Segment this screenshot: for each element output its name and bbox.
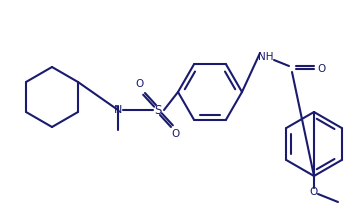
Text: O: O — [172, 129, 180, 139]
Text: O: O — [317, 64, 325, 74]
Text: O: O — [135, 79, 143, 89]
Text: N: N — [114, 105, 122, 115]
Text: NH: NH — [258, 52, 274, 62]
Text: O: O — [310, 187, 318, 197]
Text: S: S — [154, 103, 162, 117]
